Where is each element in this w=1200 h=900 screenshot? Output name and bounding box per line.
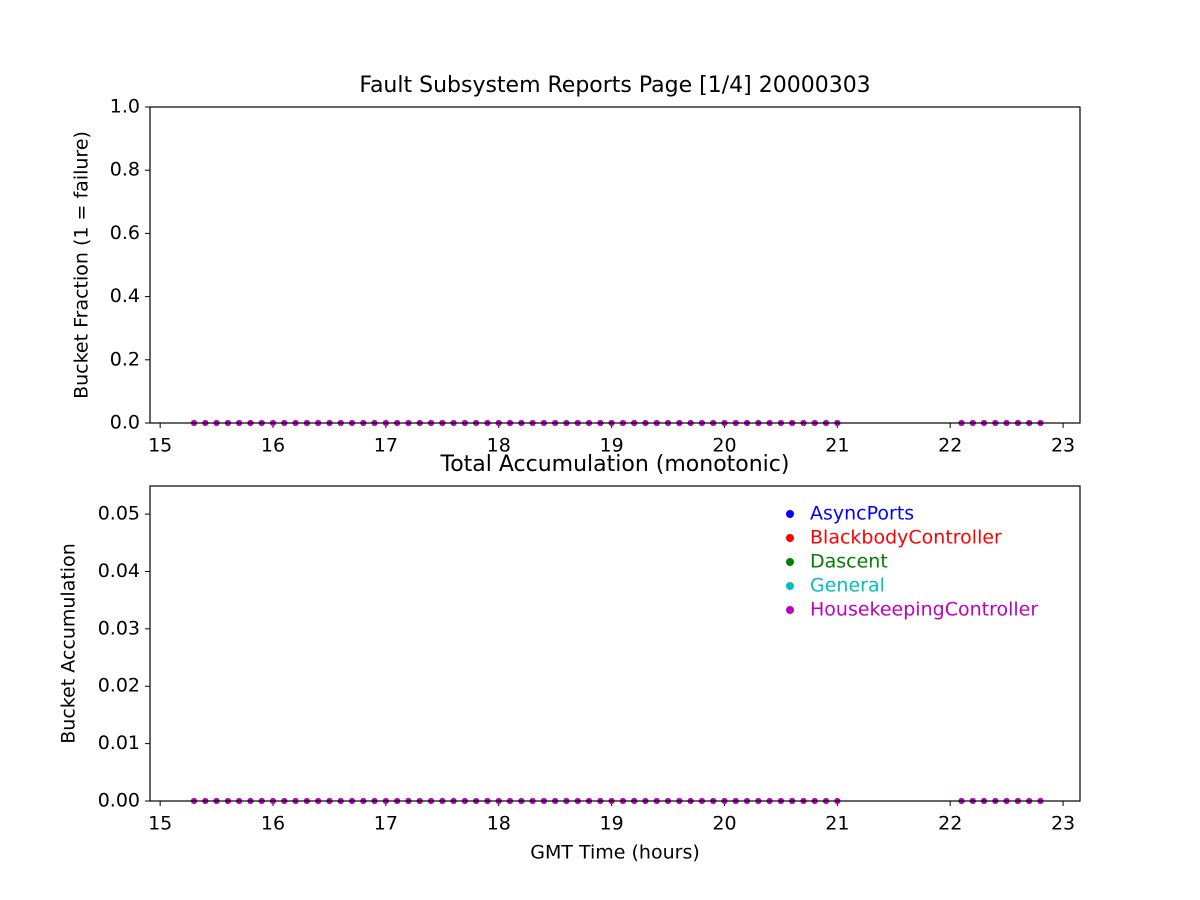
axes-frame <box>149 106 1081 424</box>
x-tick-label: 22 <box>938 435 962 457</box>
x-tick-label: 20 <box>712 435 736 457</box>
x-tick-label: 23 <box>1051 435 1075 457</box>
x-tick-label: 22 <box>938 813 962 835</box>
chart-title: Fault Subsystem Reports Page [1/4] 20000… <box>359 73 870 98</box>
y-tick-label: 0.04 <box>98 560 140 582</box>
legend-label: AsyncPorts <box>810 503 914 525</box>
x-tick-label: 16 <box>261 435 285 457</box>
x-tick-label: 16 <box>261 813 285 835</box>
x-tick-label: 17 <box>374 813 398 835</box>
legend-label: General <box>810 575 885 597</box>
y-tick-label: 0.02 <box>98 675 140 697</box>
x-tick-label: 18 <box>487 435 511 457</box>
x-tick-label: 15 <box>148 813 172 835</box>
x-tick-label: 17 <box>374 435 398 457</box>
y-tick-label: 0.2 <box>110 348 140 370</box>
legend-marker <box>786 606 794 614</box>
legend-label: BlackbodyController <box>810 527 1002 549</box>
legend-marker <box>786 510 794 518</box>
legend-marker <box>786 534 794 542</box>
x-tick-label: 19 <box>600 435 624 457</box>
x-tick-label: 15 <box>148 435 172 457</box>
chart-title: Total Accumulation (monotonic) <box>440 452 790 477</box>
y-tick-label: 0.03 <box>98 617 140 639</box>
x-tick-label: 23 <box>1051 813 1075 835</box>
legend-marker <box>786 558 794 566</box>
x-tick-label: 21 <box>825 435 849 457</box>
x-axis-label: GMT Time (hours) <box>530 842 700 864</box>
y-tick-label: 1.0 <box>110 96 140 118</box>
y-tick-label: 0.0 <box>110 412 140 434</box>
axes-frame <box>149 485 1081 802</box>
y-axis-label: Bucket Accumulation <box>58 543 80 744</box>
y-tick-label: 0.4 <box>110 285 140 307</box>
legend-label: HousekeepingController <box>810 599 1038 621</box>
y-tick-label: 0.8 <box>110 159 140 181</box>
x-tick-label: 21 <box>825 813 849 835</box>
x-tick-label: 18 <box>487 813 511 835</box>
y-tick-label: 0.6 <box>110 222 140 244</box>
x-tick-label: 19 <box>600 813 624 835</box>
y-tick-label: 0.00 <box>98 790 140 812</box>
y-tick-label: 0.01 <box>98 732 140 754</box>
legend-marker <box>786 582 794 590</box>
legend-label: Dascent <box>810 551 888 573</box>
x-tick-label: 20 <box>712 813 736 835</box>
y-axis-label: Bucket Fraction (1 = failure) <box>71 131 93 399</box>
y-tick-label: 0.05 <box>98 503 140 525</box>
